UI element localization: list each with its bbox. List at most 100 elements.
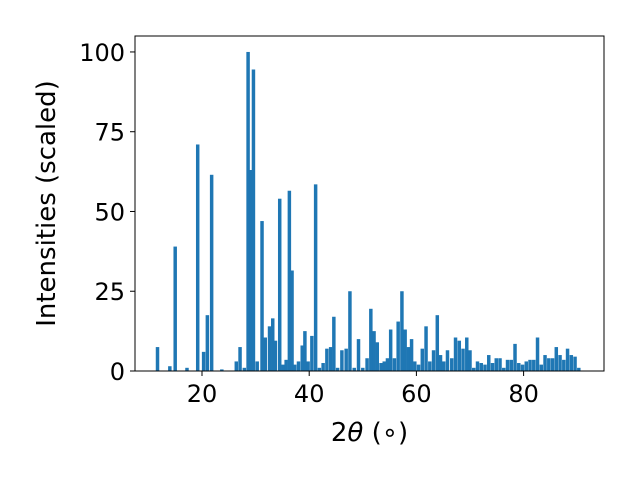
bar [287, 190, 292, 371]
bar [543, 355, 547, 371]
bar [400, 291, 404, 371]
bar [502, 367, 506, 371]
bar [479, 363, 483, 371]
y-tick-label: 75 [94, 119, 125, 147]
bar [513, 343, 517, 371]
bar [468, 350, 472, 371]
bar [528, 359, 532, 371]
bar [413, 361, 417, 371]
bar [562, 359, 566, 371]
bar [465, 337, 469, 371]
bar [483, 364, 487, 371]
bar [255, 361, 259, 371]
bar [260, 221, 264, 371]
bar [263, 337, 267, 371]
bar [251, 69, 256, 371]
bar [185, 367, 189, 371]
bar [277, 198, 282, 371]
bar [300, 345, 304, 371]
bar [424, 326, 428, 371]
bar [321, 363, 325, 371]
bar [168, 366, 172, 371]
bar [416, 364, 421, 371]
bar [249, 170, 253, 371]
bar [420, 348, 425, 371]
bar [509, 359, 514, 371]
bar [290, 270, 294, 371]
bar [242, 367, 247, 371]
bar [365, 358, 369, 371]
bar [569, 355, 574, 371]
bar [361, 367, 365, 371]
bar [498, 358, 502, 371]
bar [306, 361, 310, 371]
bar [292, 364, 297, 371]
bar [344, 348, 348, 371]
bar [284, 359, 288, 371]
bar [409, 339, 414, 371]
bar [201, 351, 206, 371]
bar [385, 358, 390, 371]
bar [246, 51, 250, 371]
bar [441, 361, 446, 371]
x-axis: 20 40 60 80 [187, 371, 539, 408]
x-tick-label: 60 [401, 380, 432, 408]
bar [317, 367, 322, 371]
bar [369, 308, 373, 371]
y-tick-label: 100 [79, 39, 125, 67]
bar [524, 361, 529, 371]
bar [379, 363, 383, 371]
bar [435, 315, 440, 371]
bar [406, 347, 411, 371]
x-tick-label: 80 [508, 380, 539, 408]
y-tick-label: 50 [94, 198, 125, 226]
bar [209, 174, 214, 371]
bar [310, 335, 314, 371]
y-tick-label: 0 [110, 358, 125, 386]
bar [547, 358, 551, 371]
bar [396, 321, 400, 371]
bar [328, 347, 333, 371]
bar [267, 326, 272, 371]
bar [335, 367, 340, 371]
bar [577, 367, 581, 371]
x-tick-label: 20 [187, 380, 218, 408]
bar-series [155, 51, 581, 371]
bar [352, 367, 356, 371]
bar [453, 337, 458, 371]
bar [517, 363, 521, 371]
bar [438, 355, 443, 371]
bar [403, 329, 407, 371]
bar [431, 350, 436, 371]
x-axis-label: 2θ (∘) [331, 418, 408, 448]
bar [356, 339, 361, 371]
bar [382, 361, 386, 371]
bar [205, 315, 210, 371]
bar [487, 355, 491, 371]
bar [505, 359, 510, 371]
y-axis-label: Intensities (scaled) [32, 80, 62, 327]
bar [155, 347, 160, 371]
bar [296, 361, 301, 371]
bar [490, 363, 495, 371]
bar [565, 348, 570, 371]
bar [573, 356, 577, 371]
bar [332, 316, 336, 371]
bar [325, 348, 329, 371]
bar [273, 340, 278, 371]
bar [550, 358, 555, 371]
bar [532, 359, 536, 371]
bar [375, 342, 380, 371]
bar [281, 364, 285, 371]
bar [173, 246, 177, 371]
bar [450, 358, 454, 371]
bar [494, 358, 498, 371]
bar [195, 144, 200, 371]
bar [472, 367, 476, 371]
y-axis: 0 25 50 75 100 [79, 39, 135, 386]
bar [220, 369, 224, 371]
bar [392, 358, 397, 371]
x-tick-label: 40 [294, 380, 325, 408]
bar [520, 364, 525, 371]
